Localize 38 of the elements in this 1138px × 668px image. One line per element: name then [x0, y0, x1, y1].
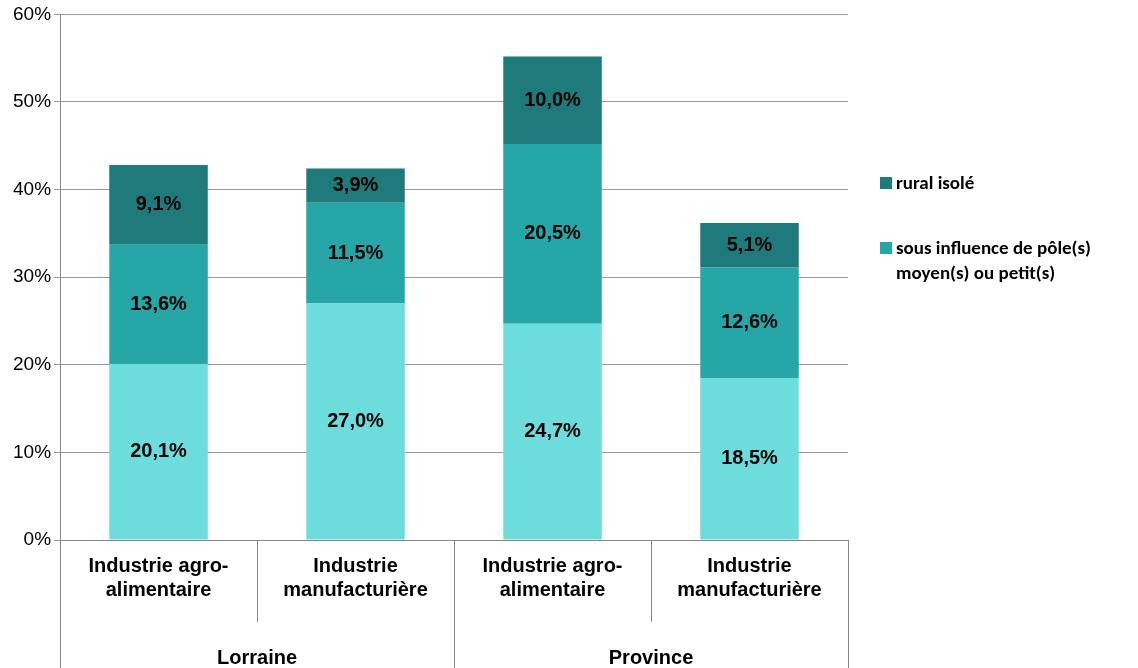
bar: [700, 267, 799, 378]
data-label: 27,0%: [327, 409, 385, 432]
data-label: 18,5%: [721, 446, 779, 469]
text: Province: [608, 645, 694, 668]
x-tick-label: Industrie agro- alimentaire: [482, 553, 623, 600]
y-tick-label: 50%: [13, 90, 52, 112]
text: Lorraine: [217, 645, 298, 668]
x-tick-label: Industrie agro- alimentaire: [88, 553, 229, 600]
bar: [503, 56, 602, 145]
data-label: 20,5%: [524, 221, 582, 244]
legend-label: sous influence de pôle(s) moyen(s) ou petit(s): [896, 235, 1093, 285]
y-tick-label: 60%: [13, 2, 52, 24]
y-tick-label: 10%: [13, 440, 52, 462]
y-tick-label: 30%: [13, 265, 52, 287]
data-label: 11,5%: [327, 240, 384, 263]
bar: [700, 222, 799, 268]
bar: [109, 363, 208, 540]
bar: [503, 144, 602, 324]
data-label: 20,1%: [130, 439, 188, 462]
data-label: 24,7%: [524, 419, 582, 442]
y-tick-label: 0%: [23, 528, 52, 550]
bar: [700, 377, 799, 540]
bar: [109, 244, 208, 364]
data-label: 3,9%: [332, 173, 379, 196]
y-tick-label: 40%: [13, 177, 52, 199]
bar: [306, 303, 405, 540]
data-label: 13,6%: [130, 291, 188, 314]
legend-label: rural isolé: [896, 170, 975, 195]
data-label: 10,0%: [524, 87, 582, 110]
data-label: 5,1%: [726, 232, 773, 255]
bar: [503, 323, 602, 540]
bar: [109, 165, 208, 245]
x-tick-label: Industrie manufacturière: [283, 553, 428, 600]
bar: [306, 202, 405, 304]
data-label: 12,6%: [721, 310, 779, 333]
x-tick-label: Industrie manufacturière: [677, 553, 822, 600]
data-label: 9,1%: [135, 192, 182, 215]
y-tick-label: 20%: [13, 353, 52, 375]
